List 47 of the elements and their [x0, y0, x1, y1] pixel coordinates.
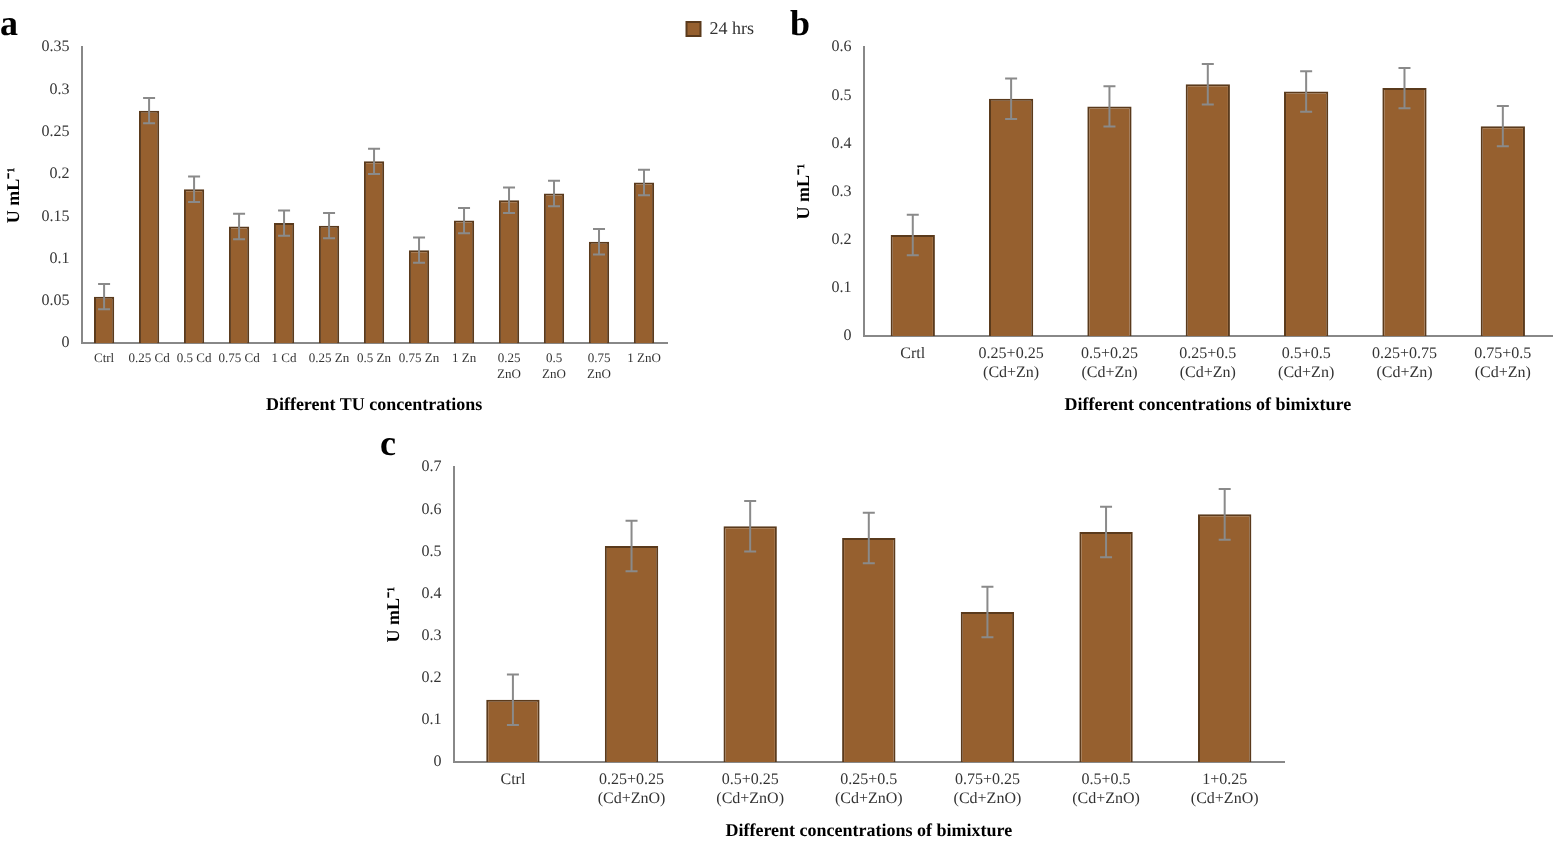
- y-tick-label: 0.1: [421, 710, 442, 729]
- x-tick-label: Crtl: [900, 343, 927, 362]
- y-tick-label: 0.5: [831, 85, 852, 104]
- x-tick-label: 0.5+0.25 (Cd+Zn): [1080, 343, 1139, 381]
- y-tick-label: 0.5: [421, 541, 442, 560]
- y-tick-label: 0.6: [421, 499, 442, 518]
- x-tick-label: 0.75+0.5 (Cd+Zn): [1474, 343, 1532, 381]
- y-axis-title: U mL⁻¹: [3, 166, 24, 224]
- x-tick-label: 1+0.25 (Cd+ZnO): [1190, 769, 1260, 807]
- x-tick-label: 0.25+0.5 (Cd+ZnO): [834, 769, 904, 807]
- chart-title: c: [380, 422, 396, 463]
- y-tick-label: 0.6: [831, 37, 852, 56]
- chart-title: a: [0, 2, 18, 43]
- y-tick-label: 0.1: [49, 248, 70, 267]
- x-tick-label: 0.5+0.25 (Cd+ZnO): [716, 769, 785, 807]
- x-tick-label: 0.75+0.25 (Cd+ZnO): [953, 769, 1022, 807]
- y-tick-label: 0.2: [421, 667, 442, 686]
- legend-label: 24 hrs: [709, 17, 755, 38]
- y-axis-title: U mL⁻¹: [383, 586, 404, 643]
- y-tick-label: 0.3: [49, 79, 70, 98]
- y-tick-label: 0.35: [41, 37, 70, 56]
- y-tick-label: 0.1: [831, 278, 852, 297]
- y-tick-label: 0.25: [41, 121, 70, 140]
- x-axis-title: Different concentrations of bimixture: [1064, 393, 1352, 414]
- y-tick-label: 0: [843, 326, 852, 345]
- x-tick-label: 0.5+0.5 (Cd+Zn): [1278, 343, 1335, 381]
- x-axis-title: Different TU concentrations: [265, 393, 484, 414]
- y-tick-label: 0.3: [421, 625, 442, 644]
- chart-title: b: [790, 2, 811, 43]
- x-tick-label: 0.25+0.5 (Cd+Zn): [1179, 343, 1237, 381]
- y-tick-label: 0: [61, 333, 70, 352]
- y-tick-label: 0.4: [421, 583, 442, 602]
- x-tick-label: Ctrl: [500, 769, 527, 788]
- y-tick-label: 0.2: [831, 229, 852, 248]
- x-tick-label: 0.25+0.25 (Cd+Zn): [978, 343, 1044, 381]
- y-tick-label: 0.05: [41, 291, 70, 310]
- y-tick-label: 0.7: [421, 457, 442, 476]
- x-axis-title: Different concentrations of bimixture: [725, 819, 1013, 840]
- x-tick-label: 0.5+0.5 (Cd+ZnO): [1072, 769, 1141, 807]
- x-tick-label: 0.25+0.75 (Cd+Zn): [1371, 343, 1437, 381]
- y-tick-label: 0.15: [41, 206, 70, 225]
- y-tick-label: 0.3: [831, 181, 852, 200]
- y-tick-label: 0.2: [49, 164, 70, 183]
- x-tick-label: 0.25+0.25 (Cd+ZnO): [597, 769, 667, 807]
- y-axis-title: U mL⁻¹: [793, 163, 814, 220]
- y-tick-label: 0: [433, 752, 442, 771]
- y-tick-label: 0.4: [831, 133, 852, 152]
